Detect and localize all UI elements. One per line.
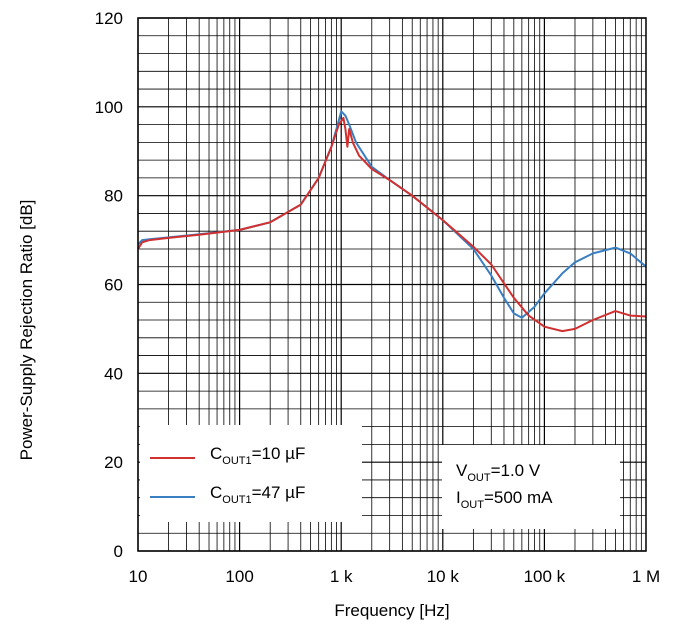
x-axis-title: Frequency [Hz] <box>334 601 449 620</box>
legend: COUT1=10 µF COUT1=47 µF <box>140 425 362 522</box>
vout-condition: VOUT=1.0 V <box>456 461 541 484</box>
legend-label-cout1-10uf: COUT1=10 µF <box>210 444 305 467</box>
iout-condition: IOUT=500 mA <box>456 488 553 511</box>
y-tick-label: 0 <box>114 542 123 561</box>
y-tick-label: 20 <box>104 453 123 472</box>
vout-sub: OUT <box>467 472 491 484</box>
iout-sub: OUT <box>461 499 485 511</box>
iout-tail: =500 mA <box>484 488 553 507</box>
tick-labels: 10 100 1 k 10 k 100 k 1 M 0 20 40 60 80 100 120 <box>95 9 661 586</box>
conditions-box <box>442 445 620 529</box>
legend-label-cout1-47uf-tail: =47 µF <box>252 483 306 502</box>
x-tick-label: 10 <box>129 567 148 586</box>
legend-label-cout1-10uf-main: C <box>210 444 222 463</box>
y-tick-label: 60 <box>104 276 123 295</box>
iout-main: I <box>456 488 461 507</box>
x-tick-label: 100 k <box>524 567 566 586</box>
legend-label-cout1-10uf-sub: OUT1 <box>222 455 251 467</box>
x-tick-label: 1 k <box>330 567 353 586</box>
series-line-cout1-10uf <box>137 116 647 333</box>
y-tick-label: 40 <box>104 364 123 383</box>
vout-main: V <box>456 461 468 480</box>
legend-label-cout1-10uf-tail: =10 µF <box>252 444 306 463</box>
series-lines <box>137 110 647 333</box>
y-axis-title: Power-Supply Rejection Ratio [dB] <box>17 200 36 461</box>
x-tick-label: 1 M <box>632 567 660 586</box>
legend-label-cout1-47uf-sub: OUT1 <box>222 494 251 506</box>
y-tick-label: 80 <box>104 187 123 206</box>
plot-frame <box>137 17 647 552</box>
y-tick-label: 100 <box>95 98 123 117</box>
conditions-annotation: VOUT=1.0 V IOUT=500 mA <box>442 445 620 529</box>
x-tick-label: 10 k <box>427 567 460 586</box>
y-tick-label: 120 <box>95 9 123 28</box>
legend-box <box>140 425 362 522</box>
legend-label-cout1-47uf-main: C <box>210 483 222 502</box>
vout-tail: =1.0 V <box>491 461 541 480</box>
x-tick-label: 100 <box>225 567 253 586</box>
legend-label-cout1-47uf: COUT1=47 µF <box>210 483 305 506</box>
